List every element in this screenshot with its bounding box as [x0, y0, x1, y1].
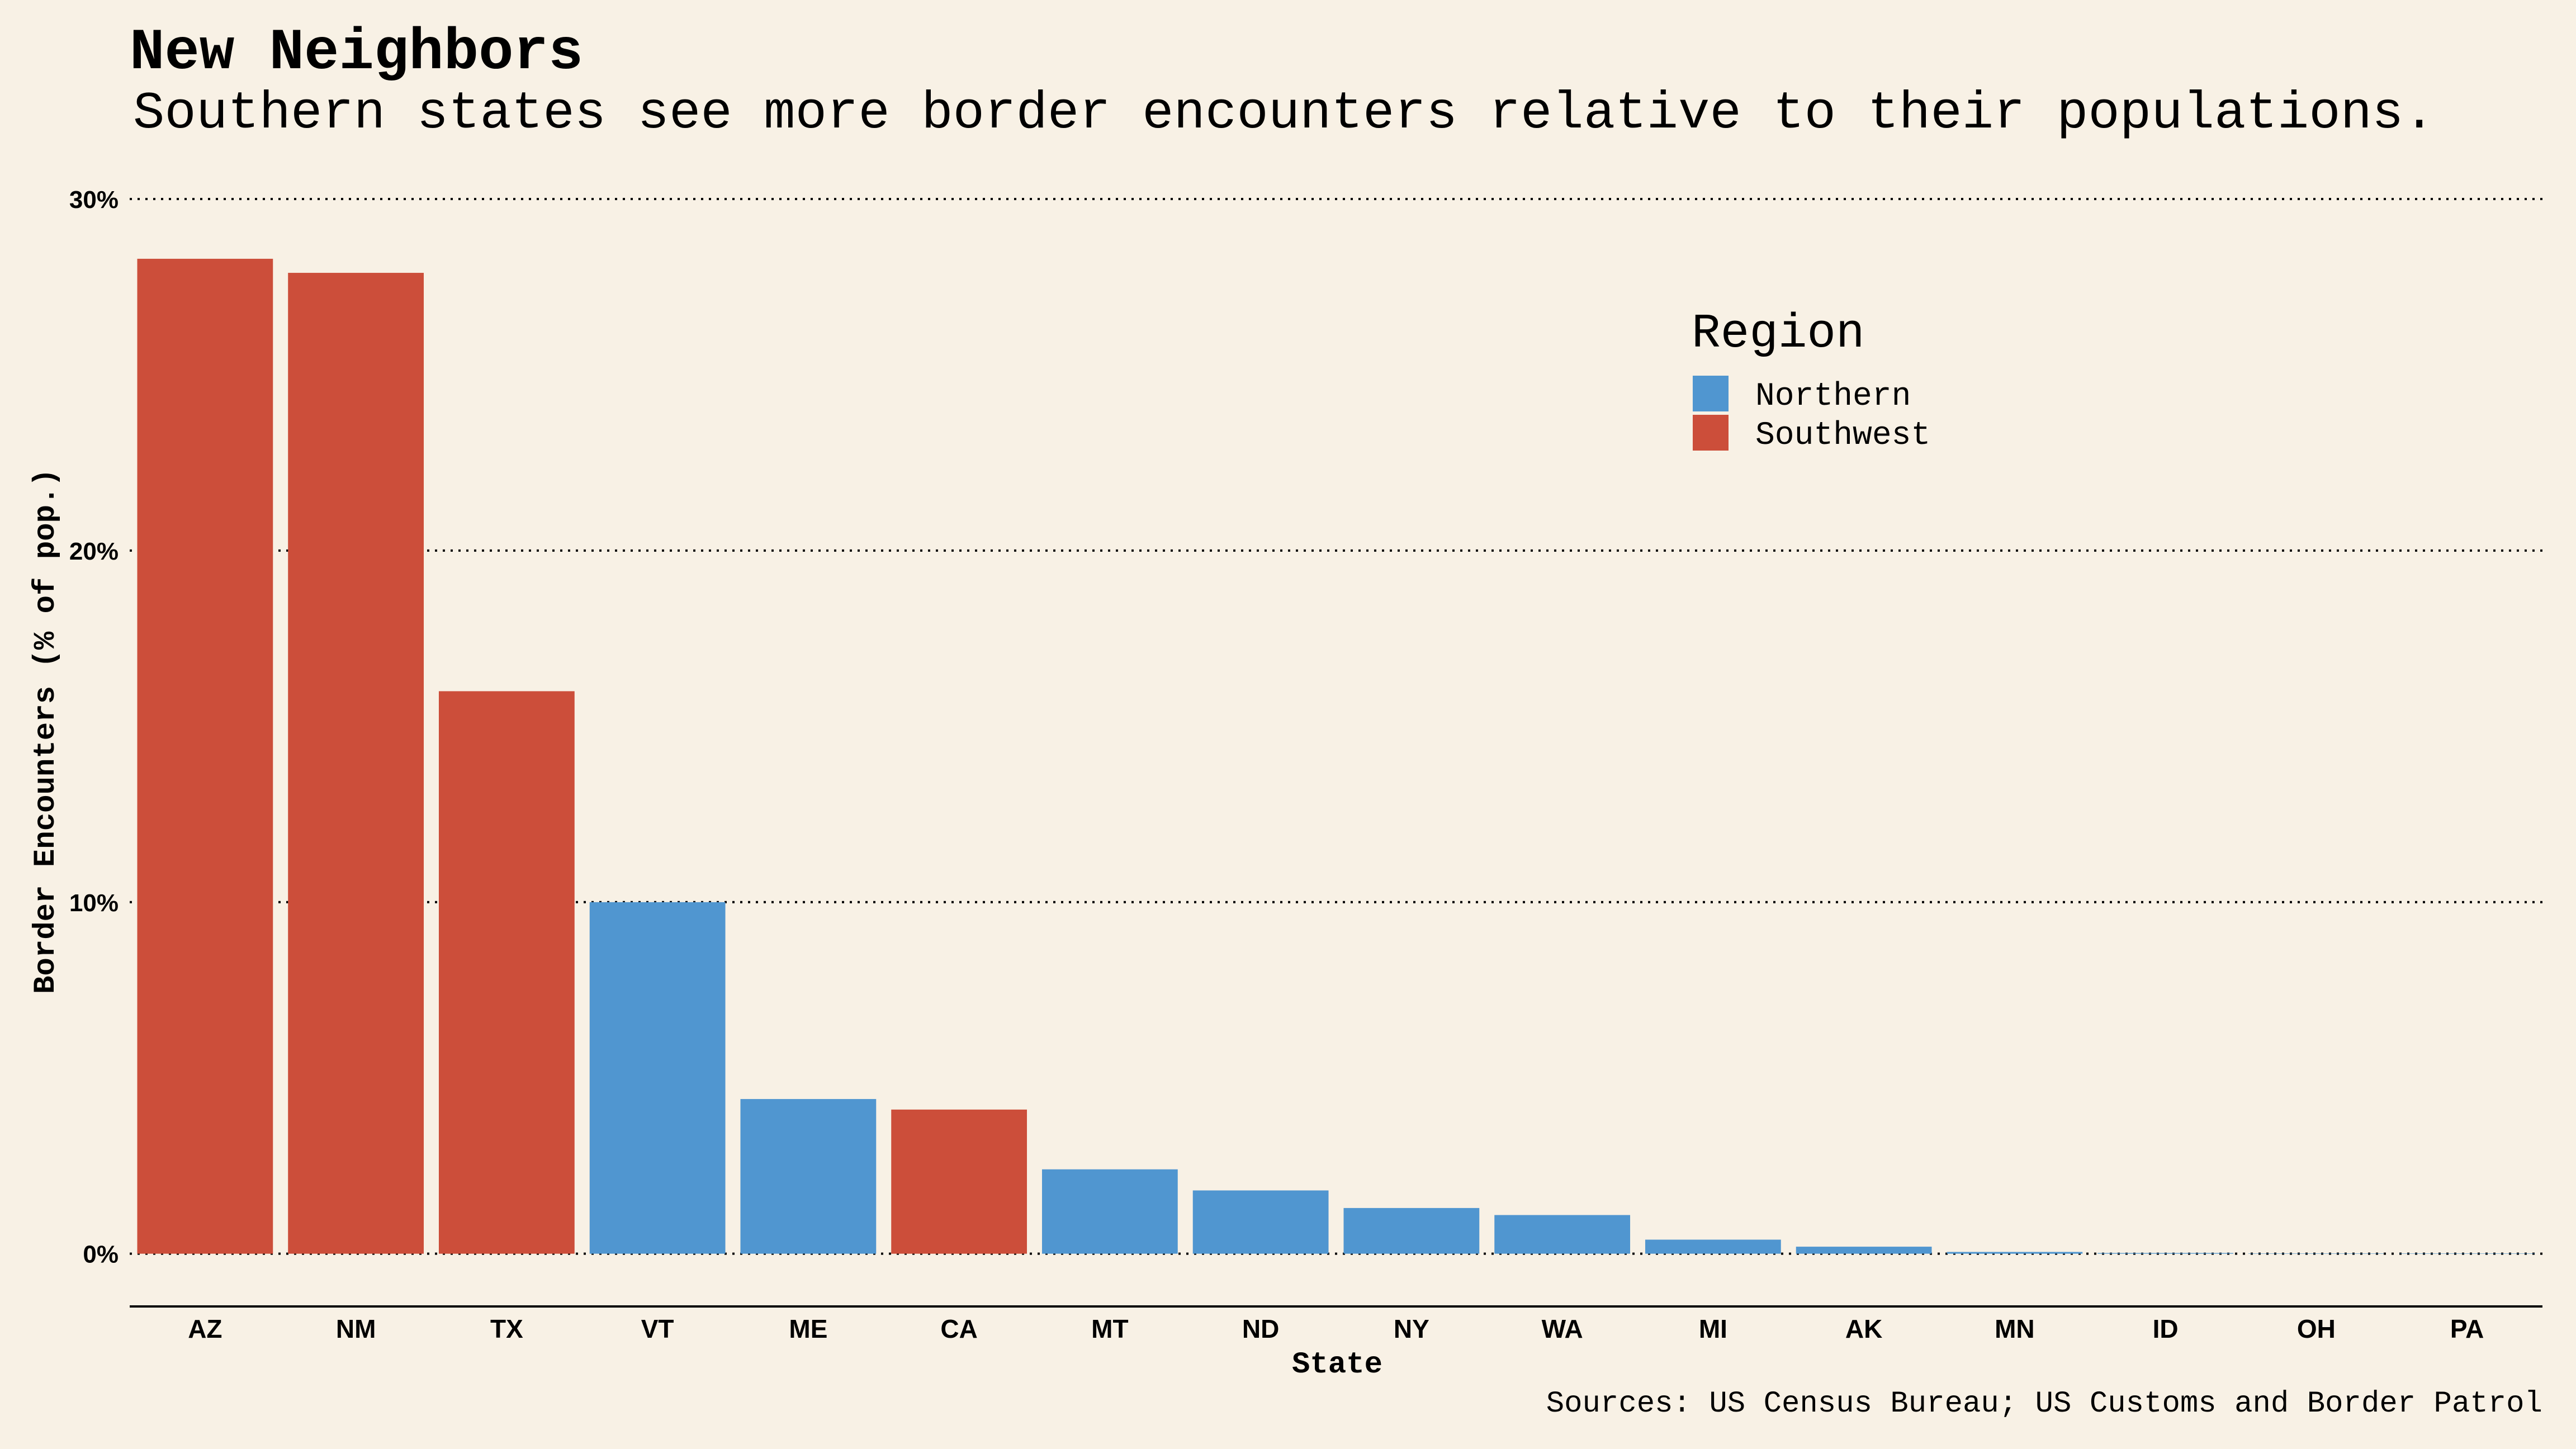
x-tick-label: ID: [2153, 1314, 2179, 1343]
y-tick-label: 20%: [69, 538, 119, 565]
legend-label-northern: Northern: [1755, 378, 1911, 415]
legend: Region Northern Southwest: [1692, 306, 1930, 454]
bar-mt: [1041, 1169, 1178, 1254]
bar-mn: [1947, 1252, 2083, 1254]
bar-me: [740, 1098, 877, 1254]
y-axis-ticks: 0% 10% 20% 30%: [69, 186, 119, 1268]
x-tick-label: AK: [1845, 1314, 1882, 1343]
bar-oh: [2248, 1253, 2384, 1254]
x-tick-label: NM: [336, 1314, 376, 1343]
bar-pa: [2399, 1253, 2535, 1254]
legend-title: Region: [1692, 306, 1865, 361]
bar-tx: [438, 691, 575, 1254]
gridlines: [130, 198, 2542, 1255]
chart-subtitle: Southern states see more border encounte…: [133, 84, 2435, 144]
x-tick-label: ND: [1242, 1314, 1279, 1343]
bar-wa: [1494, 1215, 1631, 1254]
x-axis-ticks: AZ NM TX VT ME CA MT ND NY WA MI AK MN ID OH PA: [188, 1314, 2484, 1343]
bar-nd: [1192, 1190, 1329, 1254]
y-axis-label: Border Encounters (% of pop.): [29, 468, 63, 994]
y-tick-label: 0%: [83, 1241, 119, 1268]
bar-vt: [589, 902, 726, 1254]
x-tick-label: PA: [2450, 1314, 2484, 1343]
x-tick-label: TX: [490, 1314, 523, 1343]
legend-swatch-northern: [1693, 376, 1729, 411]
x-tick-label: WA: [1542, 1314, 1583, 1343]
x-tick-label: VT: [641, 1314, 674, 1343]
legend-label-southwest: Southwest: [1755, 418, 1930, 454]
bar-ca: [891, 1109, 1027, 1254]
y-tick-label: 30%: [69, 186, 119, 214]
bar-ny: [1343, 1208, 1480, 1254]
bar-mi: [1645, 1239, 1781, 1254]
x-axis-label: State: [1292, 1348, 1382, 1382]
bars: [137, 258, 2535, 1254]
y-tick-label: 10%: [69, 889, 119, 917]
x-tick-label: MT: [1091, 1314, 1128, 1343]
x-tick-label: OH: [2297, 1314, 2336, 1343]
x-tick-label: AZ: [188, 1314, 222, 1343]
bar-nm: [288, 273, 424, 1254]
x-tick-label: ME: [789, 1314, 827, 1343]
chart-title: New Neighbors: [130, 20, 583, 86]
x-tick-label: MI: [1699, 1314, 1727, 1343]
x-tick-label: CA: [940, 1314, 977, 1343]
bar-ak: [1796, 1247, 1932, 1254]
legend-swatch-southwest: [1693, 415, 1729, 451]
x-tick-label: MN: [1995, 1314, 2035, 1343]
bar-az: [137, 258, 273, 1254]
x-tick-label: NY: [1394, 1314, 1429, 1343]
chart-caption: Sources: US Census Bureau; US Customs an…: [1546, 1387, 2542, 1421]
